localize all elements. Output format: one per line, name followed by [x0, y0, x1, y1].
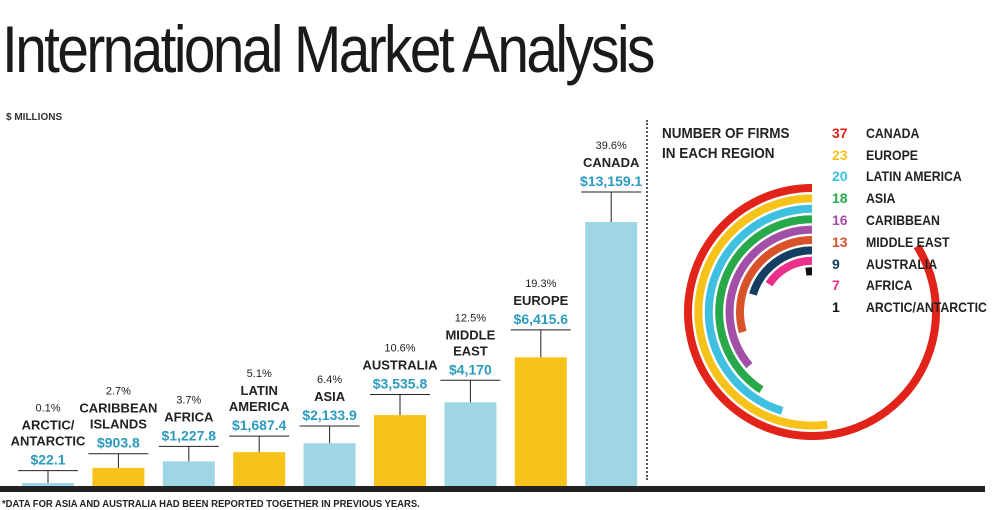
pct-label-australia: 10.6%	[384, 343, 415, 355]
units-label: $ MILLIONS	[6, 112, 63, 123]
legend-title-line-1: NUMBER OF FIRMS	[662, 125, 790, 142]
legend-count: 23	[832, 146, 848, 163]
legend-item-asia: 18 ASIA	[832, 187, 993, 209]
category-label-middle-east: EAST	[453, 343, 488, 358]
category-label-caribbean-islands: ISLANDS	[90, 417, 147, 432]
bar-asia	[303, 443, 356, 486]
legend-name: AUSTRALIA	[866, 255, 938, 272]
legend-item-caribbean: 16 CARIBBEAN	[832, 209, 993, 231]
value-label-canada: $13,159.1	[580, 173, 642, 189]
value-label-europe: $6,415.6	[514, 311, 569, 327]
bar-latin-america	[233, 452, 286, 486]
bar-europe	[514, 357, 567, 486]
category-label-africa: AFRICA	[164, 409, 214, 424]
legend-name: LATIN AMERICA	[866, 168, 962, 185]
value-label-australia: $3,535.8	[373, 376, 428, 392]
legend-count: 7	[832, 277, 840, 294]
category-label-caribbean-islands: CARIBBEAN	[79, 401, 157, 416]
legend-item-arctic-antarctic: 1 ARCTIC/ANTARCTIC	[832, 296, 993, 318]
category-label-latin-america: LATIN	[241, 383, 278, 398]
legend-count: 9	[832, 255, 840, 272]
legend-count: 20	[832, 168, 848, 185]
category-label-middle-east: MIDDLE	[445, 327, 495, 342]
legend-item-canada: 37 CANADA	[832, 122, 993, 144]
legend-count: 18	[832, 190, 848, 207]
radial-arc-caribbean	[725, 225, 813, 369]
bar-canada	[585, 222, 638, 486]
bar-middle-east	[444, 402, 497, 486]
legend-name: ARCTIC/ANTARCTIC	[866, 299, 987, 316]
legend-name: ASIA	[866, 190, 896, 207]
legend-name: MIDDLE EAST	[866, 233, 950, 250]
radial-arc-middle-east	[736, 236, 813, 334]
pct-label-canada: 39.6%	[596, 140, 627, 152]
page-title: International Market Analysis	[2, 12, 655, 86]
category-label-arctic-antarctic: ARCTIC/	[22, 418, 75, 433]
legend-title-line-2: IN EACH REGION	[662, 145, 775, 162]
pct-label-middle-east: 12.5%	[455, 312, 486, 324]
legend-item-latin-america: 20 LATIN AMERICA	[832, 166, 993, 188]
pct-label-europe: 19.3%	[525, 278, 556, 290]
legend-item-middle-east: 13 MIDDLE EAST	[832, 231, 993, 253]
value-label-africa: $1,227.8	[162, 427, 217, 443]
category-label-asia: ASIA	[314, 389, 346, 404]
radial-arc-latin-america	[704, 204, 813, 415]
radial-arc-africa	[765, 256, 813, 287]
pct-label-asia: 6.4%	[317, 374, 342, 386]
bar-australia	[374, 415, 426, 486]
legend-item-europe: 23 EUROPE	[832, 144, 993, 166]
bar-chart: $22.1ANTARCTICARCTIC/0.1%$903.8ISLANDSCA…	[11, 140, 643, 486]
legend-count: 37	[832, 124, 848, 141]
legend-count: 13	[832, 233, 848, 250]
footnote: *DATA FOR ASIA AND AUSTRALIA HAD BEEN RE…	[2, 498, 420, 510]
radial-chart-title: NUMBER OF FIRMS IN EACH REGION	[662, 124, 790, 164]
category-label-canada: CANADA	[583, 155, 640, 170]
value-label-middle-east: $4,170	[449, 361, 492, 377]
legend-item-africa: 7 AFRICA	[832, 275, 993, 297]
value-label-asia: $2,133.9	[302, 407, 357, 423]
bar-caribbean-islands	[92, 467, 145, 486]
pct-label-latin-america: 5.1%	[247, 368, 272, 380]
bottom-rule	[0, 486, 985, 492]
legend-item-australia: 9 AUSTRALIA	[832, 253, 993, 275]
legend-count: 16	[832, 212, 848, 229]
value-label-latin-america: $1,687.4	[232, 417, 287, 433]
legend-name: EUROPE	[866, 146, 919, 163]
radial-arc-australia	[749, 246, 813, 296]
category-label-europe: EUROPE	[513, 293, 568, 308]
radial-legend: 37 CANADA 23 EUROPE 20 LATIN AMERICA 18 ASIA 16 C…	[832, 122, 993, 318]
legend-name: AFRICA	[866, 277, 913, 294]
pct-label-arctic-antarctic: 0.1%	[35, 403, 60, 415]
legend-name: CANADA	[866, 124, 920, 141]
value-label-caribbean-islands: $903.8	[97, 435, 140, 451]
section-divider	[646, 120, 648, 480]
category-label-australia: AUSTRALIA	[362, 358, 438, 373]
category-label-arctic-antarctic: ANTARCTIC	[11, 434, 86, 449]
value-label-arctic-antarctic: $22.1	[30, 452, 65, 468]
radial-arc-europe	[694, 194, 828, 430]
legend-count: 1	[832, 299, 840, 316]
legend-name: CARIBBEAN	[866, 212, 940, 229]
pct-label-africa: 3.7%	[176, 394, 201, 406]
category-label-latin-america: AMERICA	[229, 399, 290, 414]
bar-arctic-antarctic	[22, 483, 74, 486]
radial-arc-asia	[715, 215, 813, 394]
bar-africa	[162, 461, 215, 486]
pct-label-caribbean-islands: 2.7%	[106, 386, 131, 398]
